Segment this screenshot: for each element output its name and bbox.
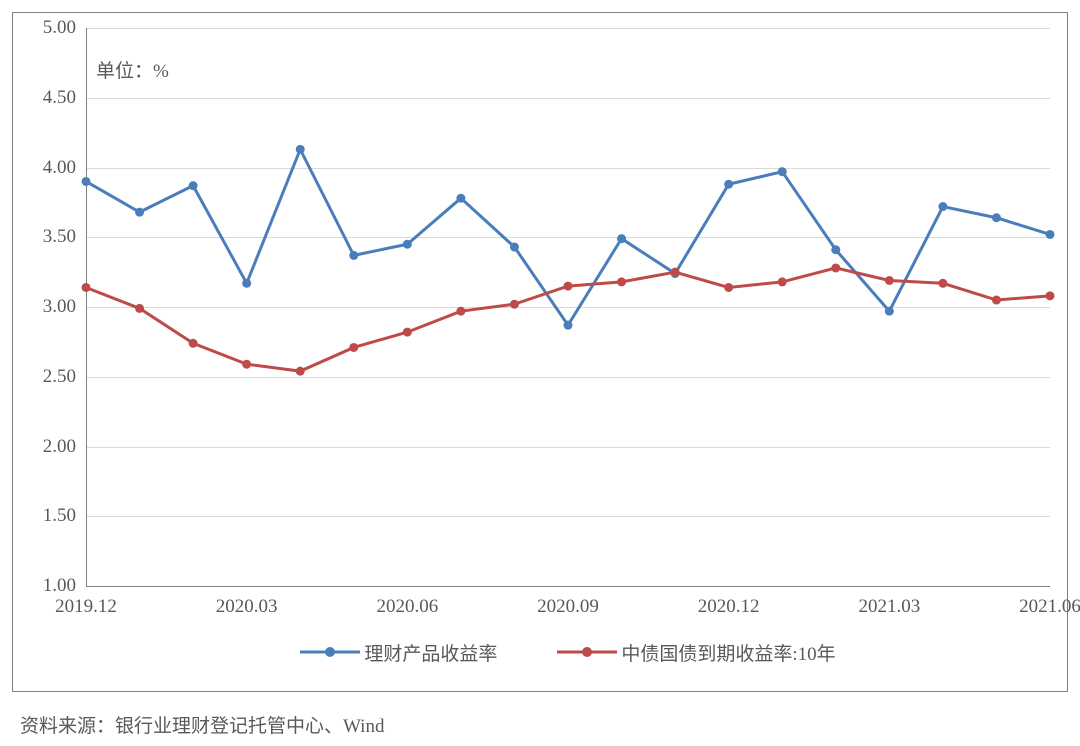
marker (82, 283, 91, 292)
x-tick-label: 2021.03 (858, 586, 920, 618)
x-tick-label: 2020.12 (698, 586, 760, 618)
legend-item: 中债国债到期收益率:10年 (557, 639, 835, 666)
marker (885, 276, 894, 285)
legend-swatch (300, 643, 360, 661)
marker (510, 300, 519, 309)
marker (564, 282, 573, 291)
x-tick-label: 2020.03 (216, 586, 278, 618)
marker (349, 343, 358, 352)
marker (296, 367, 305, 376)
x-tick-label: 2020.09 (537, 586, 599, 618)
y-tick-label: 2.00 (43, 436, 86, 458)
marker (938, 279, 947, 288)
marker (724, 283, 733, 292)
y-tick-label: 3.50 (43, 226, 86, 248)
x-tick-label: 2020.06 (376, 586, 438, 618)
source-label: 资料来源：银行业理财登记托管中心、Wind (20, 711, 384, 738)
legend-label: 中债国债到期收益率:10年 (621, 639, 835, 666)
marker (992, 296, 1001, 305)
marker (1046, 291, 1055, 300)
marker (778, 277, 787, 286)
marker (403, 328, 412, 337)
marker (831, 263, 840, 272)
marker (135, 304, 144, 313)
y-tick-label: 4.00 (43, 157, 86, 179)
chart-container: 单位：% 1.001.502.002.503.003.504.004.505.0… (0, 0, 1080, 746)
x-tick-label: 2021.06 (1019, 586, 1080, 618)
y-tick-label: 5.00 (43, 17, 86, 39)
x-axis (86, 586, 1050, 587)
marker (617, 277, 626, 286)
marker (456, 307, 465, 316)
y-tick-label: 2.50 (43, 366, 86, 388)
y-tick-label: 1.50 (43, 505, 86, 527)
legend-item: 理财产品收益率 (300, 639, 497, 666)
plot-area: 单位：% 1.001.502.002.503.003.504.004.505.0… (86, 28, 1050, 586)
marker (671, 268, 680, 277)
series-中债国债到期收益率:10年 (86, 28, 1050, 586)
y-tick-label: 4.50 (43, 87, 86, 109)
legend-label: 理财产品收益率 (364, 639, 497, 666)
y-tick-label: 3.00 (43, 296, 86, 318)
marker (189, 339, 198, 348)
legend-swatch (557, 643, 617, 661)
x-tick-label: 2019.12 (55, 586, 117, 618)
legend: 理财产品收益率 中债国债到期收益率:10年 (86, 632, 1050, 672)
marker (242, 360, 251, 369)
